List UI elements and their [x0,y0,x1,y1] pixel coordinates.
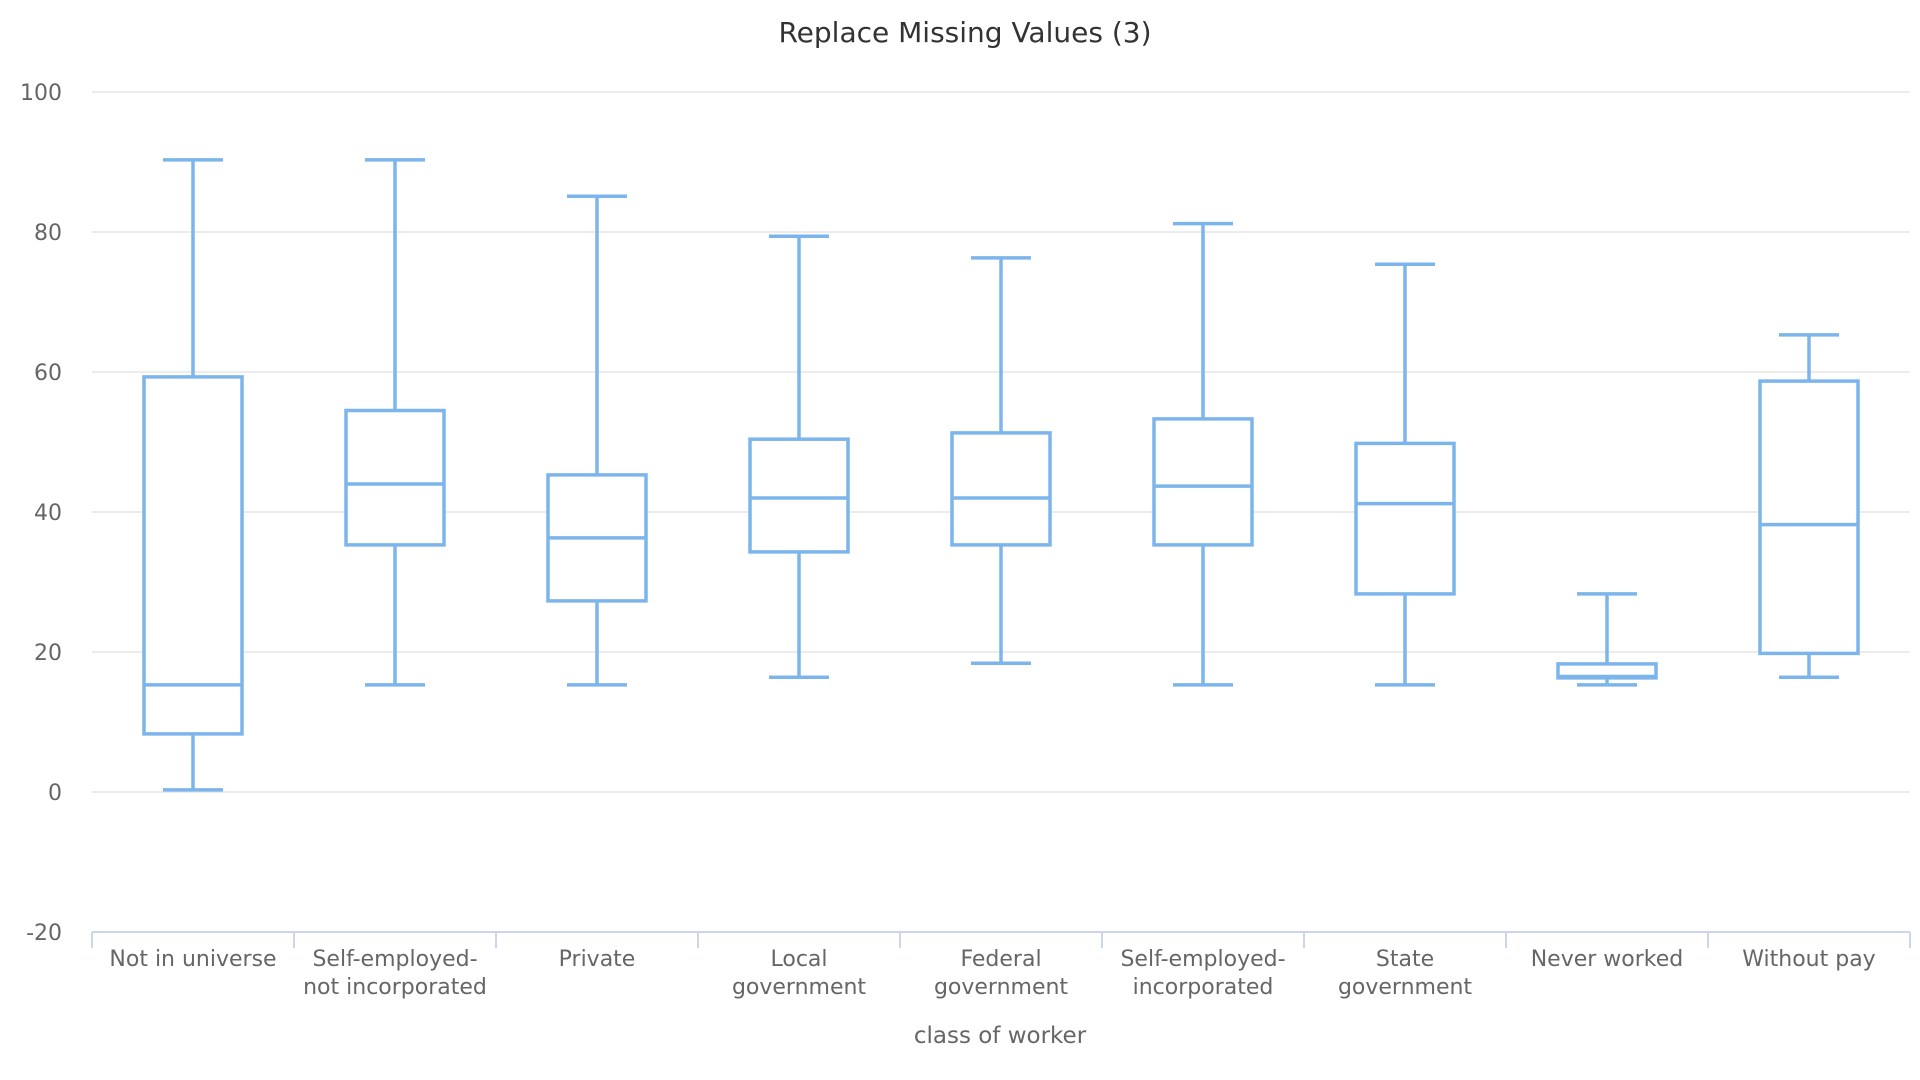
box-iqr [1758,379,1860,656]
y-tick-label: 80 [34,221,62,246]
x-tick-label: Private [559,947,636,972]
box-item[interactable] [950,256,1052,665]
y-tick-label: 100 [20,81,62,106]
box-item[interactable] [1152,221,1254,687]
x-tick-label: Federal government [934,947,1068,1000]
box-iqr [1152,417,1254,547]
x-axis: Not in universe Self-employed-not incorpo… [91,931,1911,1000]
box-iqr [1354,441,1456,596]
box-iqr [748,437,850,554]
box-series [142,158,1860,792]
chart-title: Replace Missing Values (3) [778,16,1151,49]
y-axis: -20 0 20 40 60 80 100 [20,81,62,946]
box-iqr [142,375,244,736]
x-tick-label: Without pay [1742,947,1875,972]
box-item[interactable] [748,234,850,679]
x-tick-label: Self-employed-not incorporated [303,947,487,1000]
box-item[interactable] [1758,333,1860,679]
y-tick-label: 60 [34,361,62,386]
box-item[interactable] [142,158,244,792]
box-item[interactable] [344,158,446,687]
x-tick-label: Local government [732,947,866,1000]
box-iqr [344,408,446,547]
y-tick-label: 20 [34,641,62,666]
box-iqr [950,431,1052,547]
box-item[interactable] [1354,262,1456,687]
box-item[interactable] [1556,592,1658,687]
x-tick-label: State government [1338,947,1472,1000]
x-tick-label: Never worked [1531,947,1684,972]
box-item[interactable] [546,194,648,687]
y-tick-label: -20 [26,921,62,946]
y-tick-label: 0 [48,781,62,806]
x-tick-label: Self-employed-incorporated [1120,947,1285,1000]
y-tick-label: 40 [34,501,62,526]
x-tick-label: Not in universe [109,947,276,972]
x-axis-title: class of worker [914,1023,1087,1049]
